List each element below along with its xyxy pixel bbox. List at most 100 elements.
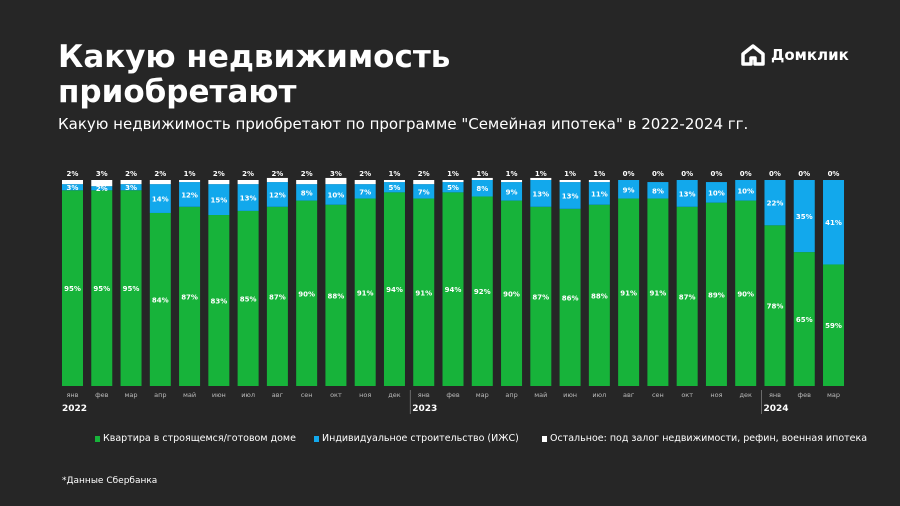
data-label: 95% bbox=[123, 285, 140, 293]
data-label: 2% bbox=[67, 170, 79, 178]
bar-segment bbox=[676, 206, 698, 386]
bar-segment bbox=[442, 182, 464, 193]
bar-segment bbox=[793, 252, 815, 386]
data-label: 2% bbox=[242, 170, 254, 178]
x-tick-label: авг bbox=[272, 391, 284, 399]
bar-segment bbox=[383, 192, 405, 386]
data-label: 94% bbox=[445, 286, 462, 294]
data-label: 78% bbox=[767, 303, 784, 311]
data-label: 0% bbox=[798, 170, 810, 178]
bar-segment bbox=[149, 184, 171, 213]
bar-segment bbox=[325, 184, 347, 205]
bar-segment bbox=[383, 182, 405, 193]
bar-segment bbox=[149, 180, 171, 185]
data-label: 88% bbox=[591, 292, 608, 300]
data-label: 59% bbox=[825, 322, 842, 330]
legend-swatch bbox=[95, 435, 100, 442]
bar-segment bbox=[208, 184, 230, 216]
data-label: 12% bbox=[181, 191, 198, 199]
data-label: 1% bbox=[184, 170, 196, 178]
bar-segment bbox=[618, 180, 640, 199]
data-label: 7% bbox=[359, 188, 371, 196]
bar-segment bbox=[471, 180, 493, 197]
data-label: 2% bbox=[418, 170, 430, 178]
bar-segment bbox=[120, 180, 142, 185]
data-label: 90% bbox=[298, 290, 315, 298]
data-label: 5% bbox=[447, 184, 459, 192]
data-label: 92% bbox=[474, 288, 491, 296]
bar-segment bbox=[705, 182, 727, 203]
data-label: 1% bbox=[593, 170, 605, 178]
data-label: 83% bbox=[210, 298, 227, 306]
data-label: 1% bbox=[447, 170, 459, 178]
bar-segment bbox=[501, 200, 523, 386]
x-tick-label: ноя bbox=[710, 391, 722, 399]
x-tick-label: мар bbox=[125, 391, 138, 399]
data-label: 87% bbox=[532, 293, 549, 301]
bar-segment bbox=[354, 184, 376, 199]
data-label: 0% bbox=[769, 170, 781, 178]
data-label: 13% bbox=[532, 190, 549, 198]
x-tick-label: янв bbox=[769, 391, 781, 399]
x-tick-label: дек bbox=[739, 391, 751, 399]
year-label: 2023 bbox=[412, 404, 437, 414]
x-tick-label: дек bbox=[388, 391, 400, 399]
bar-segment bbox=[413, 198, 435, 386]
bar-segment bbox=[764, 180, 786, 226]
data-label: 88% bbox=[328, 292, 345, 300]
bar-segment bbox=[120, 190, 142, 386]
data-label: 3% bbox=[125, 184, 137, 192]
bar-segment bbox=[471, 196, 493, 386]
x-tick-label: июл bbox=[592, 391, 606, 399]
data-label: 13% bbox=[562, 192, 579, 200]
bar-segment bbox=[296, 200, 318, 386]
bar-segment bbox=[588, 182, 610, 205]
bar-segment bbox=[91, 190, 113, 386]
bar-segment bbox=[764, 225, 786, 386]
x-tick-label: сен bbox=[652, 391, 664, 399]
data-label: 9% bbox=[506, 188, 518, 196]
bar-segment bbox=[705, 202, 727, 386]
legend-item-other: Остальное: под залог недвижимости, рефин… bbox=[542, 433, 867, 444]
bar-segment bbox=[471, 177, 493, 180]
data-label: 9% bbox=[623, 186, 635, 194]
data-label: 3% bbox=[96, 170, 108, 178]
x-tick-label: окт bbox=[330, 391, 342, 399]
page-title: Какую недвижимость приобретают bbox=[58, 39, 451, 110]
bar-segment bbox=[237, 180, 259, 185]
data-label: 84% bbox=[152, 296, 169, 304]
data-label: 2% bbox=[213, 170, 225, 178]
data-label: 0% bbox=[681, 170, 693, 178]
data-label: 2% bbox=[271, 170, 283, 178]
data-label: 2% bbox=[154, 170, 166, 178]
x-tick-label: июн bbox=[563, 391, 577, 399]
logo: Домклик bbox=[740, 43, 849, 67]
bar-segment bbox=[208, 180, 230, 185]
bar-segment bbox=[413, 184, 435, 199]
bar-segment bbox=[62, 184, 83, 191]
bar-segment bbox=[91, 186, 113, 191]
x-tick-label: мар bbox=[476, 391, 489, 399]
bar-segment bbox=[647, 182, 669, 199]
data-label: 91% bbox=[650, 289, 667, 297]
data-label: 87% bbox=[269, 293, 286, 301]
bar-segment bbox=[296, 180, 318, 185]
bar-segment bbox=[559, 180, 581, 183]
x-tick-label: фев bbox=[446, 391, 460, 399]
data-label: 0% bbox=[740, 170, 752, 178]
data-label: 3% bbox=[330, 170, 342, 178]
bar-segment bbox=[501, 182, 523, 201]
data-label: 0% bbox=[710, 170, 722, 178]
bar-segment bbox=[179, 180, 201, 183]
data-label: 35% bbox=[796, 213, 813, 221]
data-label: 85% bbox=[240, 295, 257, 303]
bar-segment bbox=[266, 182, 288, 207]
data-label: 13% bbox=[679, 190, 696, 198]
bar-segment bbox=[501, 180, 523, 183]
data-label: 91% bbox=[620, 289, 637, 297]
bar-segment bbox=[325, 204, 347, 386]
data-label: 10% bbox=[737, 187, 754, 195]
legend-swatch bbox=[542, 435, 547, 442]
